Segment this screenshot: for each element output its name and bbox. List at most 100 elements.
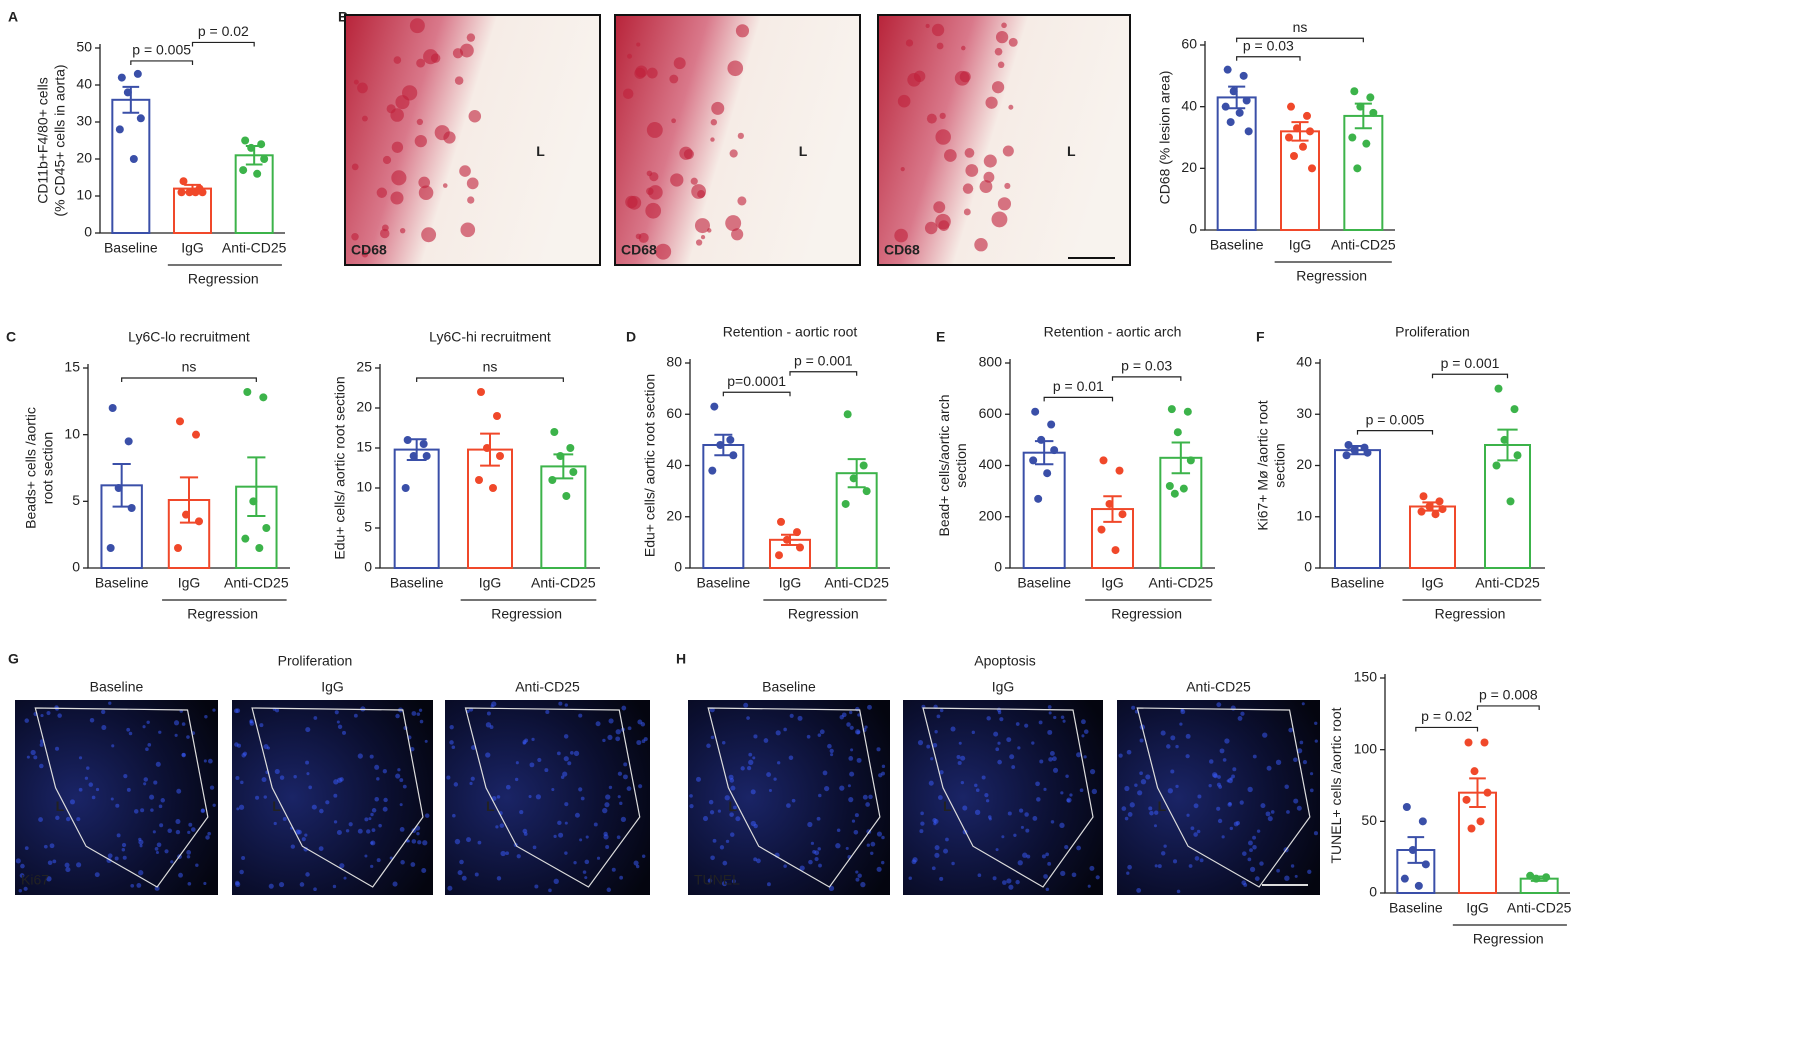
stain-spot (959, 71, 971, 83)
micrograph-image (344, 14, 601, 266)
nucleus (164, 849, 169, 854)
nucleus (564, 851, 568, 855)
nucleus (304, 833, 308, 837)
significance-label: p = 0.005 (132, 42, 191, 58)
nucleus (76, 817, 81, 822)
nucleus (1226, 779, 1230, 783)
nucleus (325, 800, 330, 805)
nucleus (868, 794, 873, 800)
nucleus (1284, 875, 1290, 881)
stain-spot (416, 118, 424, 126)
data-point (1356, 102, 1365, 111)
x-tick-label: Baseline (696, 575, 750, 591)
data-point (1492, 461, 1501, 470)
nucleus (1011, 765, 1016, 769)
nucleus (810, 841, 815, 845)
data-point (1099, 456, 1108, 465)
nucleus (1153, 824, 1157, 828)
data-point (179, 177, 188, 186)
nucleus (395, 713, 400, 719)
stain-spot (402, 85, 418, 101)
y-axis-label: Ki67+ Mø /aortic root (1255, 400, 1271, 530)
nucleus (78, 787, 83, 792)
nucleus (1166, 744, 1171, 749)
stain-spot (997, 61, 1005, 69)
nucleus (1270, 810, 1275, 814)
nucleus (1047, 729, 1053, 735)
data-point (1421, 860, 1430, 869)
y-axis-label: Beads+ cells /aortic (23, 407, 39, 529)
nucleus (500, 850, 506, 857)
nucleus (1126, 749, 1132, 755)
nucleus (836, 828, 841, 833)
error-bar (1103, 495, 1122, 523)
data-point (1480, 738, 1489, 747)
nucleus (1015, 722, 1020, 726)
nucleus (126, 727, 131, 732)
nucleus (54, 746, 60, 751)
nucleus (1302, 759, 1308, 765)
stain-spot (391, 141, 404, 153)
y-tick-label: 50 (1361, 812, 1377, 828)
data-point (1290, 152, 1298, 160)
group-label: Regression (1111, 606, 1182, 622)
nucleus (255, 795, 260, 800)
nucleus (64, 862, 70, 868)
stain-spot (393, 56, 402, 64)
nucleus (987, 815, 992, 819)
nucleus (531, 737, 535, 742)
nucleus (1249, 866, 1256, 872)
nucleus (457, 870, 463, 876)
nucleus (1252, 835, 1257, 840)
nucleus (1065, 774, 1069, 779)
significance-label: p = 0.005 (1366, 411, 1425, 427)
nucleus (1313, 831, 1319, 836)
nucleus (1018, 808, 1024, 813)
data-point (783, 535, 791, 544)
nucleus (18, 888, 23, 893)
nucleus (38, 817, 43, 822)
nucleus (558, 701, 563, 706)
nucleus (602, 738, 606, 743)
stain-spot (683, 149, 694, 160)
stain-spot (700, 234, 706, 240)
nucleus (974, 809, 981, 815)
nucleus (65, 867, 71, 873)
micrograph (903, 700, 1103, 895)
stain-spot (460, 222, 476, 238)
nucleus (91, 795, 96, 800)
micrograph (232, 700, 433, 895)
nucleus (392, 881, 398, 887)
nucleus (1314, 739, 1318, 743)
bar (393, 448, 440, 570)
nucleus (371, 828, 376, 833)
nucleus (1309, 788, 1314, 793)
nucleus (1170, 735, 1176, 741)
data-point (1400, 874, 1409, 883)
nucleus (24, 718, 30, 723)
nucleus (1247, 840, 1253, 846)
bar (1334, 449, 1381, 569)
data-point (1111, 546, 1120, 555)
data-point (1242, 96, 1251, 105)
data-point (174, 544, 182, 552)
nucleus (149, 794, 155, 800)
nucleus (611, 867, 616, 872)
nucleus (596, 856, 601, 860)
nucleus (30, 749, 36, 756)
nucleus (827, 743, 832, 749)
stain-spot (905, 39, 914, 47)
nucleus (1001, 835, 1005, 839)
stain-spot (649, 172, 659, 182)
nucleus (397, 768, 401, 772)
nucleus (1024, 812, 1029, 817)
data-point (729, 451, 738, 460)
data-point (483, 444, 491, 452)
nucleus (936, 714, 941, 719)
data-point (1425, 502, 1434, 511)
stain-spot (1004, 182, 1011, 190)
data-point (192, 430, 200, 439)
nucleus (261, 777, 267, 783)
nucleus (931, 866, 936, 871)
nucleus (469, 781, 473, 786)
